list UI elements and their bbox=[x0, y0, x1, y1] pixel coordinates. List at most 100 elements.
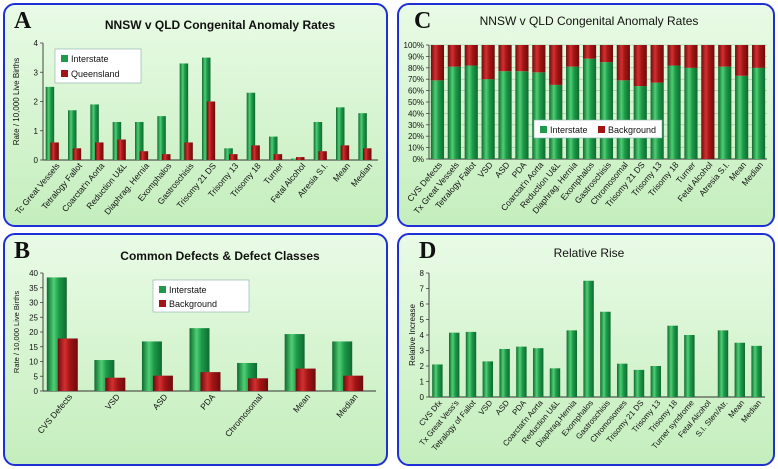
x-tick-label: Median bbox=[349, 161, 375, 189]
bar-comparison bbox=[251, 145, 260, 160]
bar-interstate bbox=[336, 107, 345, 160]
bar-interstate bbox=[430, 80, 445, 159]
bar-relative-rise bbox=[465, 331, 477, 397]
y-tick-label: 4 bbox=[34, 39, 39, 48]
y-tick-label: 2 bbox=[420, 362, 425, 371]
y-tick-label: 25 bbox=[29, 313, 38, 322]
bar-background bbox=[735, 45, 749, 76]
y-tick-label: 5 bbox=[420, 316, 425, 325]
panel-c: C NNSW v QLD Congenital Anomaly Rates 0% 1… bbox=[397, 3, 775, 227]
bar-comparison bbox=[343, 375, 364, 391]
legend-swatch-comparison bbox=[159, 300, 166, 307]
y-tick-label: 40 bbox=[29, 269, 38, 278]
chart-a: NNSW v QLD Congenital Anomaly Rates 0 1 2 3 4… bbox=[12, 18, 378, 217]
bar-relative-rise bbox=[432, 364, 443, 397]
x-tick-label: Median bbox=[334, 392, 360, 420]
bar-comparison bbox=[184, 142, 193, 160]
bar-interstate bbox=[179, 63, 189, 160]
bar-background bbox=[549, 45, 563, 85]
chart-title: NNSW v QLD Congenital Anomaly Rates bbox=[105, 18, 336, 32]
y-tick-label: 0% bbox=[412, 155, 424, 164]
legend-swatch-interstate bbox=[61, 55, 68, 62]
x-tick-label: VSD bbox=[476, 160, 495, 180]
bar-background bbox=[718, 45, 732, 67]
legend-label: Background bbox=[608, 125, 656, 135]
bar-interstate bbox=[291, 158, 300, 160]
bar-background bbox=[430, 45, 445, 81]
legend-label: Background bbox=[169, 299, 217, 309]
bar-interstate bbox=[447, 66, 461, 159]
bar-relative-rise bbox=[667, 325, 678, 397]
y-tick-label: 10 bbox=[29, 358, 38, 367]
bar-comparison bbox=[318, 151, 327, 160]
bar-comparison bbox=[95, 142, 104, 160]
bar-interstate bbox=[157, 116, 166, 160]
bar-comparison bbox=[248, 378, 269, 391]
bar-comparison bbox=[50, 142, 59, 160]
legend-label: Interstate bbox=[550, 125, 588, 135]
bar-comparison bbox=[295, 368, 316, 391]
bar-background bbox=[582, 45, 597, 59]
bar-relative-rise bbox=[650, 366, 662, 397]
bar-background bbox=[515, 45, 529, 72]
panel-label-a: A bbox=[14, 8, 32, 34]
bar-comparison bbox=[340, 145, 350, 160]
bar-interstate bbox=[464, 65, 478, 159]
x-tick-label: PDA bbox=[198, 392, 217, 412]
x-tick-label: ASD bbox=[494, 398, 512, 417]
bar-interstate bbox=[358, 113, 367, 160]
legend-swatch-comparison bbox=[598, 126, 605, 133]
bar-comparison bbox=[139, 151, 149, 160]
panel-label-b: B bbox=[14, 238, 31, 264]
bar-interstate bbox=[532, 72, 546, 159]
bar-comparison bbox=[72, 148, 82, 160]
bar-interstate bbox=[735, 75, 749, 159]
bar-relative-rise bbox=[734, 342, 746, 397]
x-tick-label: CVS Defects bbox=[35, 392, 74, 436]
panel-d: D Relative Rise 0 1 2 3 4 5 6 7 8 Relative Increas… bbox=[397, 233, 775, 466]
bar-interstate bbox=[684, 67, 698, 159]
bar-background bbox=[667, 45, 681, 66]
y-tick-label: 0 bbox=[420, 393, 425, 402]
x-tick-label: VSD bbox=[477, 398, 495, 417]
y-tick-label: 10% bbox=[408, 144, 424, 153]
bar-comparison bbox=[229, 154, 238, 160]
bar-relative-rise bbox=[583, 280, 594, 397]
chart-title: NNSW v QLD Congenital Anomaly Rates bbox=[480, 14, 699, 28]
y-axis-label: Relative Increase bbox=[408, 304, 417, 366]
bar-comparison bbox=[200, 372, 221, 391]
y-tick-label: 20 bbox=[29, 328, 38, 337]
bar-comparison bbox=[57, 338, 78, 391]
bar-relative-rise bbox=[616, 363, 628, 397]
y-tick-label: 15 bbox=[29, 343, 38, 352]
y-tick-label: 70% bbox=[408, 75, 424, 84]
legend-swatch-interstate bbox=[540, 126, 547, 133]
y-tick-label: 4 bbox=[420, 331, 425, 340]
bar-interstate bbox=[498, 71, 512, 159]
bar-background bbox=[701, 45, 715, 159]
bar-interstate bbox=[112, 121, 122, 160]
bar-relative-rise bbox=[600, 311, 611, 397]
y-tick-label: 3 bbox=[34, 68, 39, 77]
bar-relative-rise bbox=[717, 330, 729, 397]
panel-label-c: C bbox=[414, 8, 432, 34]
bar-background bbox=[532, 45, 546, 73]
y-tick-label: 50% bbox=[408, 98, 424, 107]
y-axis-label: Rate / 10,000 Live Births bbox=[12, 58, 21, 146]
bar-relative-rise bbox=[633, 369, 645, 397]
x-tick-label: ASD bbox=[493, 160, 512, 180]
y-tick-label: 5 bbox=[34, 372, 39, 381]
chart-title: Common Defects & Defect Classes bbox=[120, 249, 320, 263]
y-tick-label: 7 bbox=[420, 285, 425, 294]
bar-interstate bbox=[481, 79, 495, 159]
chart-c: NNSW v QLD Congenital Anomaly Rates 0% 10%… bbox=[404, 14, 767, 216]
y-tick-label: 100% bbox=[404, 41, 424, 50]
legend-box bbox=[152, 279, 250, 313]
bar-relative-rise bbox=[751, 345, 762, 397]
y-tick-label: 1 bbox=[34, 127, 39, 136]
y-tick-label: 30% bbox=[408, 121, 424, 130]
legend-label: Interstate bbox=[71, 54, 109, 64]
bar-comparison bbox=[152, 375, 173, 391]
bar-comparison bbox=[273, 154, 283, 160]
